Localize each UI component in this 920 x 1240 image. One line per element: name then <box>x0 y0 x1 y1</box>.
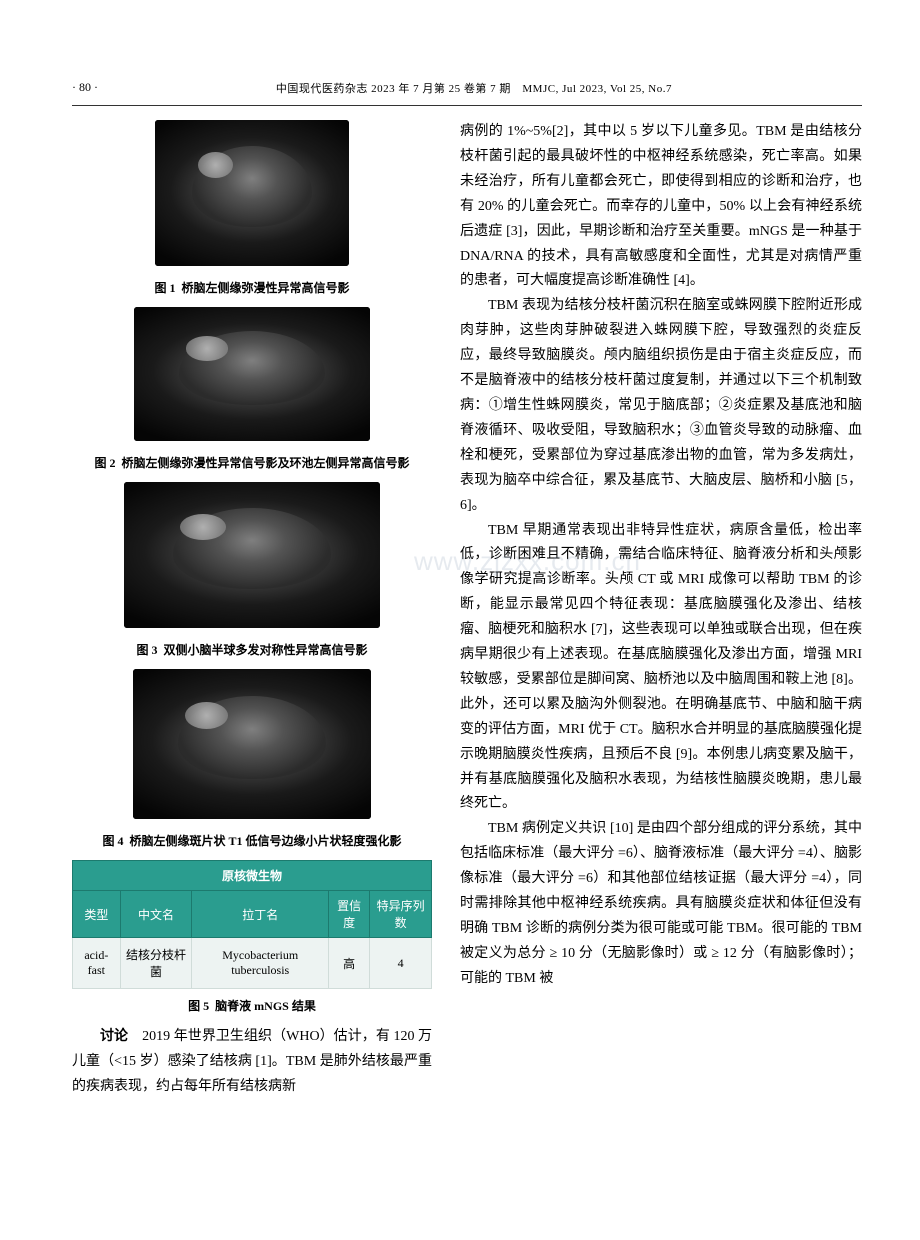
mri-image-1 <box>155 120 349 266</box>
figure-1-label: 图 1 <box>154 281 175 295</box>
right-paragraph-3: TBM 早期通常表现出非特异性症状，病原含量低，检出率低，诊断困难且不精确，需结… <box>460 519 862 818</box>
figure-5-caption: 图 5 脑脊液 mNGS 结果 <box>72 997 432 1015</box>
page-container: · 80 · 中国现代医药杂志 2023 年 7 月第 25 卷第 7 期 MM… <box>0 0 920 1240</box>
figure-3: 图 3 双侧小脑半球多发对称性异常高信号影 <box>72 482 432 659</box>
ngs-cell-latin: Mycobacterium tuberculosis <box>192 938 329 989</box>
figure-3-caption: 图 3 双侧小脑半球多发对称性异常高信号影 <box>72 641 432 659</box>
page-number: · 80 · <box>72 80 98 95</box>
discussion-heading: 讨论 <box>100 1029 128 1044</box>
figure-4-text: 桥脑左侧缘斑片状 T1 低信号边缘小片状轻度强化影 <box>130 834 402 848</box>
figure-4-label: 图 4 <box>102 834 123 848</box>
figure-1-caption: 图 1 桥脑左侧缘弥漫性异常高信号影 <box>72 279 432 297</box>
figure-1: 图 1 桥脑左侧缘弥漫性异常高信号影 <box>72 120 432 297</box>
ngs-result-table: 原核微生物 类型 中文名 拉丁名 置信度 特异序列数 acid-fast 结核分… <box>72 860 432 989</box>
figure-5-text: 脑脊液 mNGS 结果 <box>215 999 316 1013</box>
ngs-col-cnname: 中文名 <box>120 891 192 938</box>
figure-5-label: 图 5 <box>188 999 209 1013</box>
ngs-col-confidence: 置信度 <box>329 891 370 938</box>
right-paragraph-4: TBM 病例定义共识 [10] 是由四个部分组成的评分系统，其中包括临床标准（最… <box>460 817 862 991</box>
discussion-paragraph-left: 讨论 2019 年世界卫生组织（WHO）估计，有 120 万儿童（<15 岁）感… <box>72 1025 432 1100</box>
right-paragraph-1: 病例的 1%~5%[2]，其中以 5 岁以下儿童多见。TBM 是由结核分枝杆菌引… <box>460 120 862 294</box>
figure-5: 原核微生物 类型 中文名 拉丁名 置信度 特异序列数 acid-fast 结核分… <box>72 860 432 1015</box>
ngs-table-header-row: 类型 中文名 拉丁名 置信度 特异序列数 <box>73 891 432 938</box>
ngs-cell-cnname: 结核分枝杆菌 <box>120 938 192 989</box>
mri-image-3 <box>124 482 380 628</box>
ngs-table-span-header: 原核微生物 <box>73 861 432 891</box>
ngs-col-latin: 拉丁名 <box>192 891 329 938</box>
ngs-cell-seqcount: 4 <box>370 938 432 989</box>
figure-3-label: 图 3 <box>136 643 157 657</box>
figure-2: 图 2 桥脑左侧缘弥漫性异常信号影及环池左侧异常高信号影 <box>72 307 432 472</box>
two-column-layout: 图 1 桥脑左侧缘弥漫性异常高信号影 图 2 桥脑左侧缘弥漫性异常信号影及环池左侧异… <box>72 120 862 1100</box>
ngs-col-seqcount: 特异序列数 <box>370 891 432 938</box>
figure-2-text: 桥脑左侧缘弥漫性异常信号影及环池左侧异常高信号影 <box>122 456 410 470</box>
mri-image-4 <box>133 669 371 819</box>
mri-image-2 <box>134 307 370 441</box>
right-column: 病例的 1%~5%[2]，其中以 5 岁以下儿童多见。TBM 是由结核分枝杆菌引… <box>460 120 862 1100</box>
page-header: · 80 · 中国现代医药杂志 2023 年 7 月第 25 卷第 7 期 MM… <box>72 80 862 106</box>
figure-3-text: 双侧小脑半球多发对称性异常高信号影 <box>164 643 368 657</box>
journal-citation: 中国现代医药杂志 2023 年 7 月第 25 卷第 7 期 MMJC, Jul… <box>276 80 672 96</box>
figure-2-caption: 图 2 桥脑左侧缘弥漫性异常信号影及环池左侧异常高信号影 <box>72 454 432 472</box>
figure-2-label: 图 2 <box>94 456 115 470</box>
right-paragraph-2: TBM 表现为结核分枝杆菌沉积在脑室或蛛网膜下腔附近形成肉芽肿，这些肉芽肿破裂进… <box>460 294 862 518</box>
ngs-cell-confidence: 高 <box>329 938 370 989</box>
figure-4-caption: 图 4 桥脑左侧缘斑片状 T1 低信号边缘小片状轻度强化影 <box>72 832 432 850</box>
ngs-table-data-row: acid-fast 结核分枝杆菌 Mycobacterium tuberculo… <box>73 938 432 989</box>
figure-1-text: 桥脑左侧缘弥漫性异常高信号影 <box>182 281 350 295</box>
ngs-cell-type: acid-fast <box>73 938 121 989</box>
figure-4: 图 4 桥脑左侧缘斑片状 T1 低信号边缘小片状轻度强化影 <box>72 669 432 850</box>
ngs-col-type: 类型 <box>73 891 121 938</box>
left-column: 图 1 桥脑左侧缘弥漫性异常高信号影 图 2 桥脑左侧缘弥漫性异常信号影及环池左侧异… <box>72 120 432 1100</box>
